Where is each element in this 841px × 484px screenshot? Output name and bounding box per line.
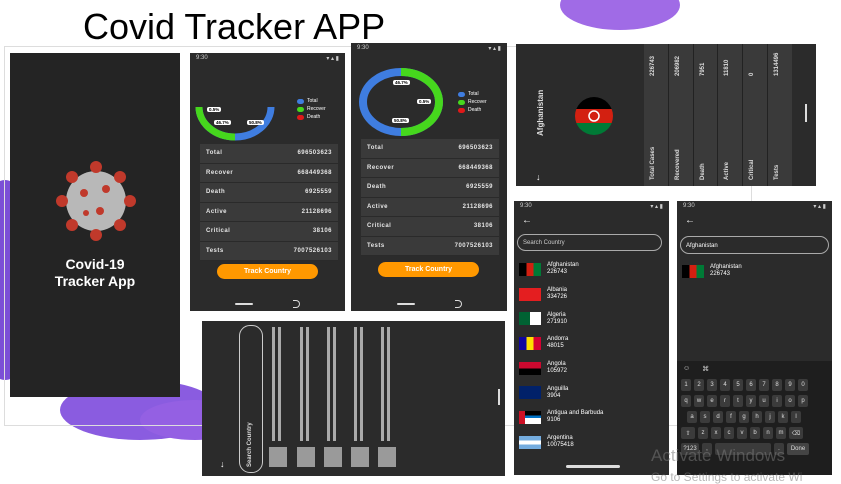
detail-country-name: Afghanistan: [536, 89, 545, 136]
app-name-line1: Covid-19: [65, 256, 125, 272]
flag-afghanistan-circle: [575, 97, 613, 135]
list-item[interactable]: Angola 105972: [514, 356, 669, 381]
track-country-landscape: ↓ Search Country: [202, 321, 505, 476]
search-keyboard-screen: 9:30 ▾ ▴ ▮ ← Afghanistan Afghanistan 22674…: [677, 201, 832, 475]
detail-stats: 226743 Total Cases 206982 Recovered 7951 De…: [644, 44, 792, 186]
search-country-label: Search Country: [247, 422, 253, 467]
legend: Total Recover Death: [297, 97, 326, 121]
backspace-key-icon[interactable]: ⌫: [789, 427, 803, 439]
placeholder-column-1: [269, 327, 287, 467]
pie-label-full-a: 46.7%: [393, 80, 410, 85]
flag-albania: [519, 287, 541, 301]
done-key[interactable]: Done: [787, 443, 809, 455]
pie-label-full-b: 0.5%: [417, 99, 432, 104]
list-item[interactable]: Algeria 271910: [514, 306, 669, 331]
status-bar: 9:30 ▾ ▴ ▮: [357, 45, 501, 52]
back-icon[interactable]: [454, 300, 462, 308]
home-screen-1: 9:30 ▾ ▴ ▮ 0.5% 46.7% 50.8% Total Recover…: [190, 53, 345, 311]
keyboard-row5: ?123 , . Done: [677, 441, 832, 457]
status-bar: 9:30 ▾ ▴ ▮: [520, 203, 663, 210]
pie-label-c: 50.8%: [247, 120, 264, 125]
nav-pill[interactable]: [498, 389, 500, 405]
status-bar: 9:30 ▾ ▴ ▮: [683, 203, 826, 210]
gif-icon[interactable]: ⌘: [702, 366, 710, 373]
watermark-line2: Go to Settings to activate Wi: [651, 470, 803, 484]
page-title: Covid Tracker APP: [83, 6, 386, 47]
flag-afghanistan: [519, 262, 541, 276]
list-item[interactable]: Albania 334726: [514, 282, 669, 307]
placeholder-column-5: [378, 327, 396, 467]
list-item[interactable]: Afghanistan 226743: [514, 257, 669, 282]
list-item[interactable]: Argentina 10075418: [514, 430, 669, 455]
donut-chart: [359, 68, 443, 136]
flag-antigua-and-barbuda: [519, 410, 541, 424]
bg-blob-top-right: [560, 0, 680, 30]
pie-label-full-c: 50.8%: [392, 118, 409, 123]
splash-screen: Covid-19 Tracker App: [10, 53, 180, 397]
country-list: Afghanistan 226743 Albania 334726 Algeria 2…: [514, 257, 669, 455]
nav-pill[interactable]: [805, 104, 807, 122]
space-key[interactable]: [715, 443, 771, 455]
back-icon[interactable]: [293, 300, 300, 308]
search-input[interactable]: Search Country: [517, 234, 662, 251]
back-arrow-icon[interactable]: ↓: [536, 172, 541, 182]
stats-table: Total 696503623 Recover 668449368 Death 692…: [200, 144, 338, 261]
symbols-key[interactable]: ?123: [681, 443, 699, 455]
placeholder-column-4: [351, 327, 369, 467]
nav-bar: [190, 297, 345, 311]
flag-afghanistan: [682, 264, 704, 278]
placeholder-column-3: [324, 327, 342, 467]
search-result-item[interactable]: Afghanistan 226743: [677, 259, 832, 284]
back-arrow-icon[interactable]: ←: [685, 215, 695, 226]
back-arrow-icon[interactable]: ←: [522, 215, 532, 226]
watermark-line1: Activate Windows: [651, 446, 786, 465]
pie-label-b: 46.7%: [214, 120, 231, 125]
nav-pill[interactable]: [566, 465, 620, 468]
search-input[interactable]: Afghanistan: [680, 236, 829, 254]
flag-andorra: [519, 336, 541, 350]
placeholder-column-2: [297, 327, 315, 467]
flag-argentina: [519, 435, 541, 449]
legend: Total Recover Death: [458, 90, 487, 114]
back-arrow-icon[interactable]: ↓: [220, 459, 225, 469]
list-item[interactable]: Anguilla 3904: [514, 380, 669, 405]
stats-table: Total 696503623 Recover 668449368 Death 692…: [361, 139, 499, 256]
nav-bar: [351, 297, 507, 311]
list-item[interactable]: Andorra 48015: [514, 331, 669, 356]
country-list-screen: 9:30 ▾ ▴ ▮ ← Search Country Afghanistan 22…: [514, 201, 669, 475]
search-country-pill[interactable]: [239, 325, 263, 473]
flag-angola: [519, 361, 541, 375]
status-bar: 9:30 ▾ ▴ ▮: [196, 55, 339, 62]
shift-key-icon[interactable]: ⇧: [681, 427, 695, 439]
track-country-button[interactable]: Track Country: [217, 264, 318, 279]
country-detail-screen: Afghanistan ↓ 226743 Total Cases 206982 Re…: [516, 44, 816, 186]
app-name-line2: Tracker App: [54, 273, 136, 289]
list-item[interactable]: Antigua and Barbuda 9106: [514, 405, 669, 430]
emoji-icon[interactable]: ☺: [683, 365, 691, 372]
virus-icon: [56, 161, 136, 241]
pie-label-a: 0.5%: [207, 107, 222, 112]
flag-algeria: [519, 312, 541, 326]
home-screen-2: 9:30 ▾ ▴ ▮ 46.7% 0.5% 50.8% Total Recover…: [351, 43, 507, 311]
flag-anguilla: [519, 386, 541, 400]
half-donut-chart: [195, 106, 275, 141]
track-country-button[interactable]: Track Country: [378, 262, 479, 277]
